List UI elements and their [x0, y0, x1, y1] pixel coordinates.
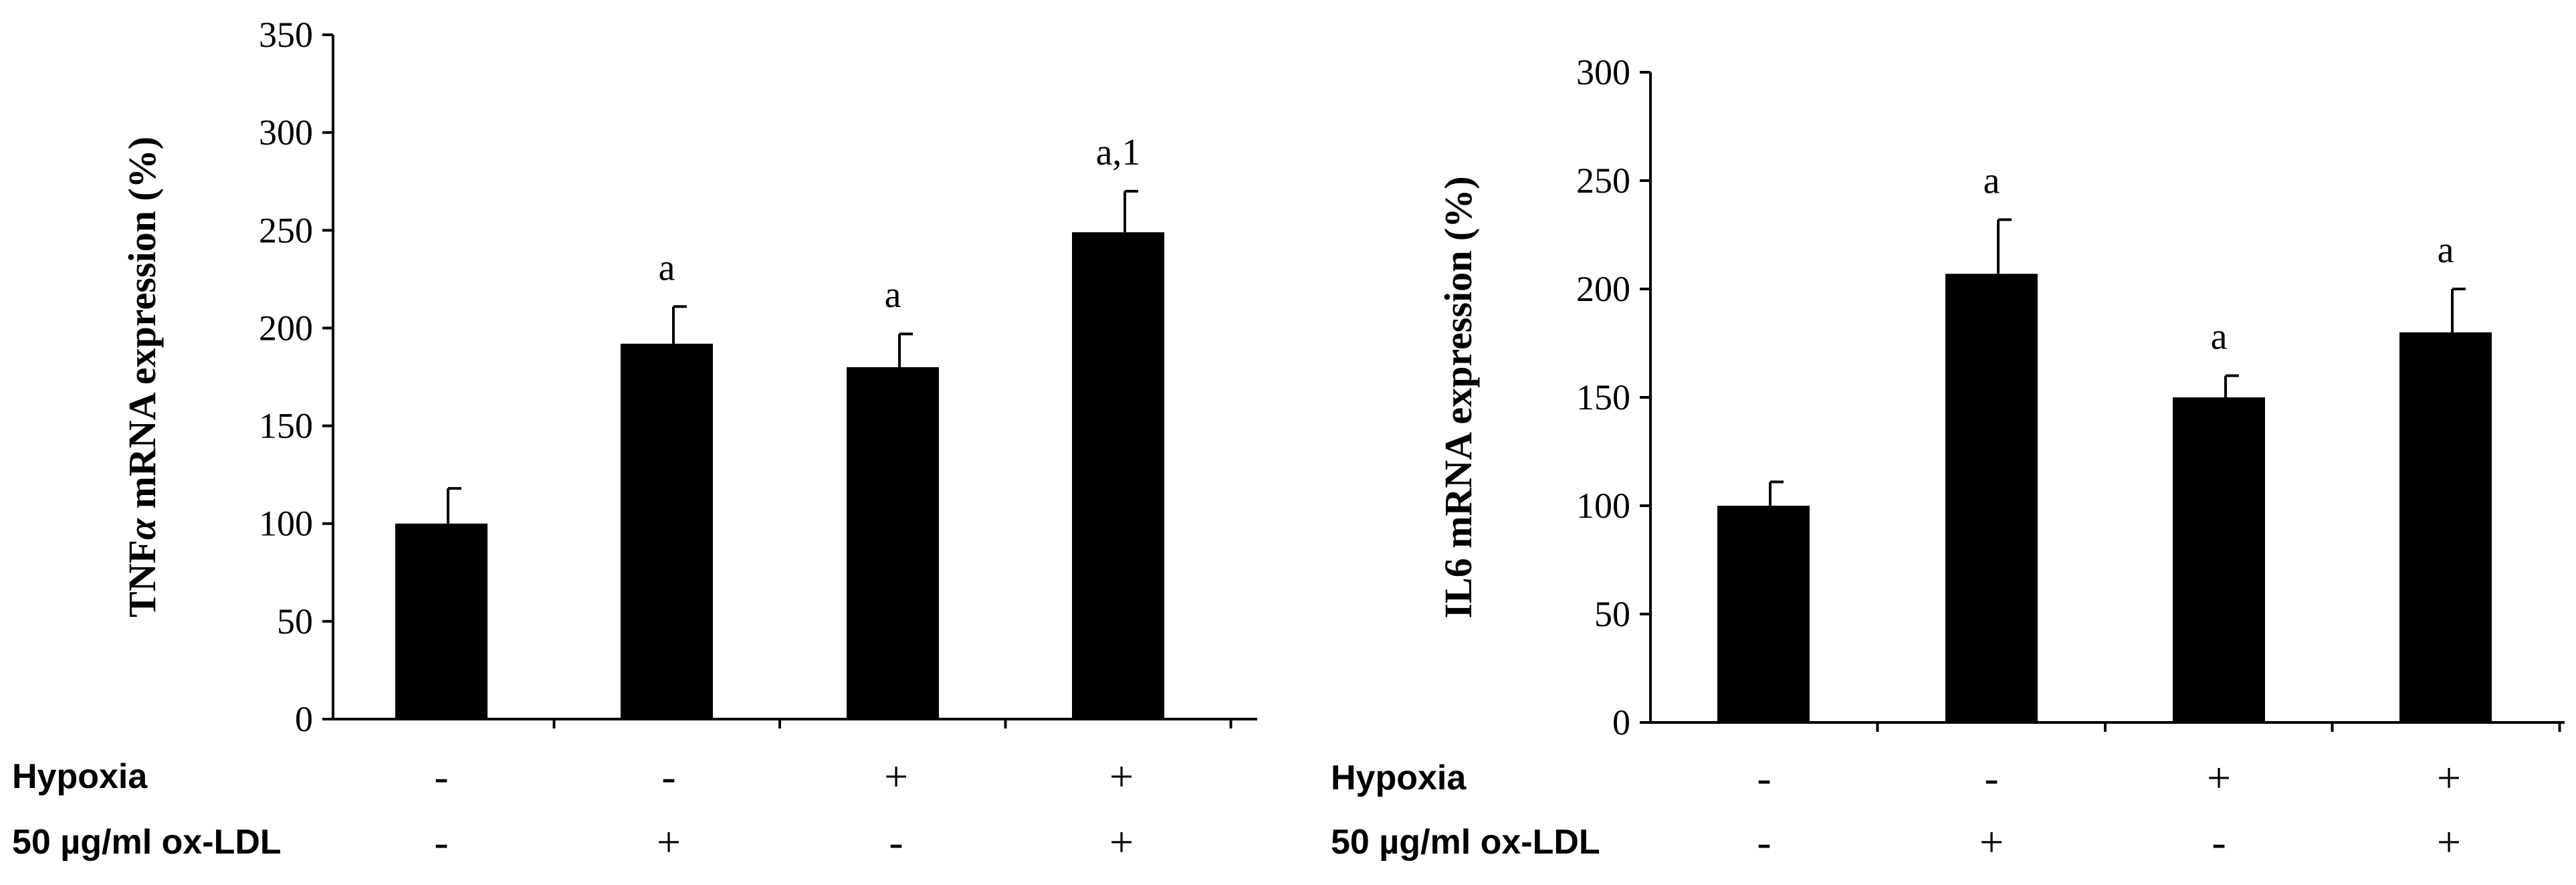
bar	[2399, 332, 2492, 722]
y-tick-label: 50	[1594, 594, 1630, 634]
significance-label: a	[1983, 160, 2000, 201]
condition-sign: +	[884, 753, 908, 800]
y-axis-label-greek: α	[120, 518, 164, 540]
y-tick-label: 300	[1576, 52, 1630, 92]
significance-label: a,1	[1096, 132, 1141, 173]
significance-label: a	[885, 274, 901, 316]
y-tick-label: 250	[259, 210, 313, 250]
condition-sign: +	[2207, 754, 2231, 801]
significance-label: a	[659, 247, 675, 288]
condition-sign: +	[657, 818, 681, 866]
condition-sign: -	[1984, 754, 1998, 801]
y-tick-label: 50	[277, 601, 313, 642]
y-tick-label: 200	[259, 308, 313, 348]
condition-sign: +	[1979, 818, 2004, 866]
condition-sign: -	[1757, 818, 1771, 866]
bar	[847, 367, 939, 719]
y-tick-label: 300	[259, 112, 313, 153]
condition-label: 50 µg/ml ox-LDL	[1331, 823, 1600, 862]
condition-sign: -	[1757, 754, 1771, 801]
condition-sign: +	[1109, 753, 1134, 800]
bar	[1717, 506, 1810, 722]
significance-label: a	[2438, 229, 2454, 271]
condition-sign: -	[661, 753, 675, 800]
y-tick-label: 150	[259, 406, 313, 446]
y-tick-label: 150	[1576, 377, 1630, 417]
y-tick-label: 0	[295, 699, 313, 739]
y-axis-label: IL6 mRNA expression (%)	[1436, 176, 1480, 618]
significance-label: a	[2211, 316, 2228, 358]
condition-sign: -	[434, 818, 448, 866]
y-tick-label: 200	[1576, 269, 1630, 309]
y-tick-label: 100	[259, 504, 313, 544]
bar	[2173, 397, 2265, 722]
condition-sign: +	[1109, 818, 1134, 866]
condition-sign: -	[2212, 818, 2226, 866]
condition-sign: -	[889, 818, 903, 866]
chart-tnfa: 0 50 100 150 200 250 300 350 TNFα mRNA expressio…	[12, 15, 1257, 866]
bar	[395, 523, 488, 719]
condition-label: Hypoxia	[12, 757, 148, 796]
condition-sign: -	[434, 753, 448, 800]
y-axis-label-suffix: mRNA expression (%)	[120, 136, 164, 518]
condition-label: Hypoxia	[1331, 759, 1467, 797]
bar	[1072, 232, 1164, 719]
y-axis-label-prefix: TNF	[120, 540, 164, 617]
condition-sign: +	[2437, 818, 2461, 866]
chart-il6: 0 50 100 150 200 250 300 IL6 mRNA expression (%…	[1331, 52, 2565, 866]
condition-label: 50 µg/ml ox-LDL	[12, 823, 282, 862]
condition-sign: +	[2437, 754, 2461, 801]
y-tick-label: 100	[1576, 486, 1630, 526]
y-tick-label: 0	[1612, 702, 1630, 743]
y-tick-label: 350	[259, 15, 313, 55]
y-tick-label: 250	[1576, 161, 1630, 201]
bar	[1945, 274, 2038, 722]
y-axis-label: TNFα mRNA expression (%)	[120, 136, 164, 617]
bar	[621, 343, 713, 719]
